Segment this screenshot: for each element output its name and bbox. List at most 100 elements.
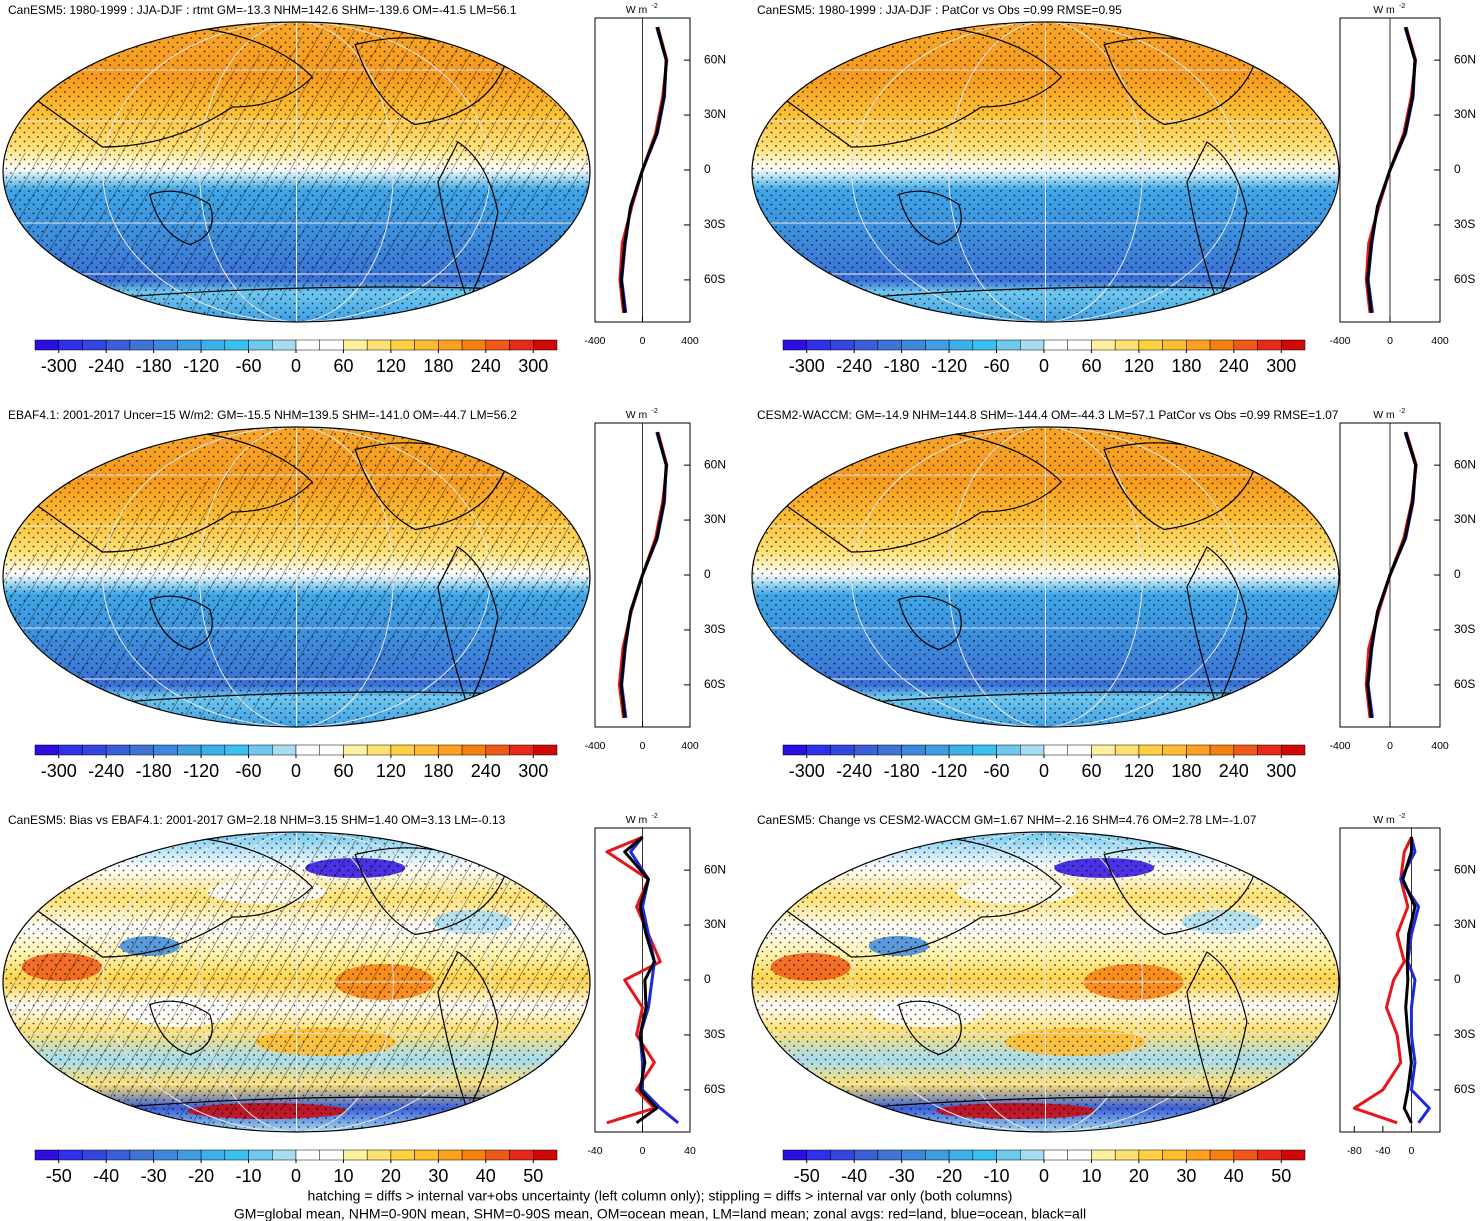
y-tick-label: 30N <box>1454 107 1476 121</box>
colorbar-box <box>806 744 831 756</box>
colorbar-label: 60 <box>1081 761 1101 781</box>
colorbar-box <box>129 744 154 756</box>
colorbar-box <box>295 339 320 351</box>
zonal-mean-line <box>1366 431 1418 719</box>
zonal-mean-line <box>1366 431 1418 719</box>
y-tick-label: 30S <box>1454 217 1475 231</box>
colorbar-box <box>1257 744 1282 756</box>
colorbar-box <box>414 1149 439 1161</box>
zonal-mean-line <box>619 431 668 719</box>
profile-units-exponent: -2 <box>652 408 658 415</box>
colorbar-box <box>34 339 59 351</box>
coastline <box>840 286 1339 301</box>
x-tick-label: -40 <box>587 1145 602 1157</box>
y-tick-label: 0 <box>704 972 711 986</box>
colorbar-box <box>782 1149 807 1161</box>
colorbar-label: -180 <box>884 356 920 376</box>
colorbar-box <box>248 339 273 351</box>
x-tick-label: 400 <box>1431 335 1449 347</box>
colorbar-box <box>1186 1149 1211 1161</box>
coastline <box>91 1096 590 1111</box>
map-outline <box>751 831 1340 1133</box>
colorbar-label: 300 <box>518 761 548 781</box>
profile-units-exponent: -2 <box>652 3 658 10</box>
colorbar-box <box>272 1149 297 1161</box>
y-tick-label: 60S <box>1454 1082 1475 1096</box>
colorbar-box <box>830 744 855 756</box>
colorbar-label: 60 <box>333 356 353 376</box>
map-outline <box>2 426 591 728</box>
colorbar-box <box>485 339 510 351</box>
colorbar-box <box>1043 339 1068 351</box>
y-tick-label: 60N <box>704 862 726 876</box>
graticule <box>851 427 1240 727</box>
colorbar-box <box>1020 1149 1045 1161</box>
colorbar-box <box>877 339 902 351</box>
colorbar-label: -50 <box>46 1166 72 1186</box>
colorbar-box <box>1043 744 1068 756</box>
panel-title: CanESM5: 1980-1999 : JJA-DJF : rtmt GM=-… <box>8 3 517 17</box>
graticule <box>102 22 491 322</box>
colorbar-box <box>272 744 297 756</box>
colorbar-box <box>461 744 487 756</box>
colorbar-box <box>1162 339 1187 351</box>
x-tick-label: -80 <box>1347 1145 1362 1157</box>
colorbar-label: -300 <box>41 356 77 376</box>
colorbar-box <box>1020 744 1045 756</box>
colorbar-label: -120 <box>183 356 219 376</box>
colorbar-label: -40 <box>93 1166 119 1186</box>
colorbar-label: -240 <box>88 761 124 781</box>
colorbar-box <box>224 1149 249 1161</box>
colorbar-box <box>806 1149 831 1161</box>
colorbar-label: 20 <box>381 1166 401 1186</box>
y-tick-label: 30S <box>704 1027 725 1041</box>
zonal-mean-line <box>623 835 659 1125</box>
colorbar-box <box>200 1149 226 1161</box>
colorbar-box <box>438 339 463 351</box>
panel-title: CanESM5: Bias vs EBAF4.1: 2001-2017 GM=2… <box>8 813 506 827</box>
colorbar-label: -240 <box>836 761 872 781</box>
coastline <box>149 190 213 246</box>
colorbar-label: 0 <box>1039 1166 1049 1186</box>
y-tick-label: 30N <box>1454 917 1476 931</box>
colorbar-box <box>105 339 131 351</box>
colorbar-label: 120 <box>1124 761 1154 781</box>
colorbar-box <box>1138 1149 1163 1161</box>
colorbar-label: 300 <box>1266 761 1296 781</box>
colorbar-box <box>248 744 273 756</box>
colorbar-box <box>1186 339 1211 351</box>
colorbar-box <box>129 339 154 351</box>
colorbar-box <box>1091 339 1116 351</box>
colorbar-box <box>925 339 950 351</box>
colorbar-box <box>34 744 59 756</box>
colorbar-label: -30 <box>889 1166 915 1186</box>
y-tick-label: 30S <box>1454 1027 1475 1041</box>
colorbar-box <box>485 744 510 756</box>
colorbar-box <box>1020 339 1045 351</box>
colorbar-box <box>461 1149 487 1161</box>
x-tick-label: 400 <box>1431 740 1449 752</box>
colorbar-box <box>343 1149 368 1161</box>
profile-units: W m <box>626 814 648 826</box>
colorbar-box <box>1162 1149 1187 1161</box>
colorbar-box <box>319 744 344 756</box>
colorbar-box <box>366 1149 392 1161</box>
zonal-mean-line <box>1399 836 1431 1124</box>
colorbar-box <box>853 1149 879 1161</box>
colorbar-box <box>782 744 807 756</box>
colorbar-box <box>1067 1149 1092 1161</box>
y-tick-label: 30N <box>1454 512 1476 526</box>
coastline <box>1103 442 1255 531</box>
colorbar-box <box>224 744 249 756</box>
colorbar-box <box>366 744 392 756</box>
y-tick-label: 30S <box>1454 622 1475 636</box>
graticule <box>948 22 1143 322</box>
colorbar-box <box>1209 339 1235 351</box>
map <box>752 427 1339 727</box>
map <box>3 22 590 322</box>
colorbar-box <box>533 744 558 756</box>
colorbar-box <box>82 744 107 756</box>
colorbar-box <box>58 339 83 351</box>
coastline <box>1103 847 1255 936</box>
graticule <box>102 427 491 727</box>
